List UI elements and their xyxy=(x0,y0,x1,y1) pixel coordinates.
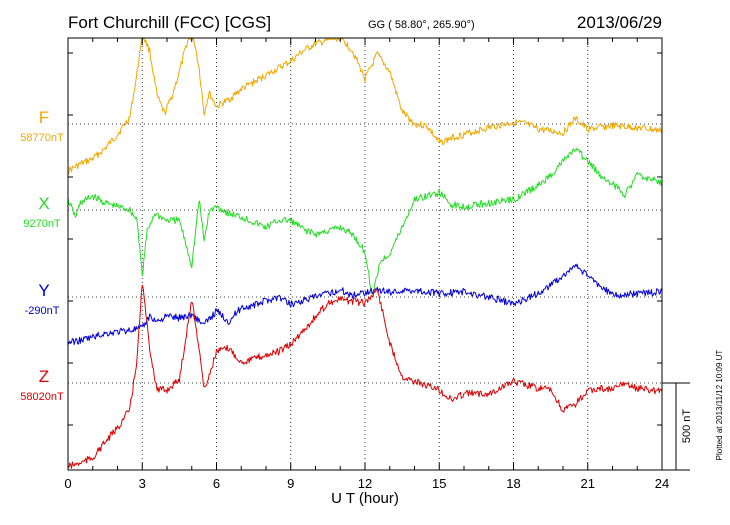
series-labels: F 58770nT X 9270nT Y -290nT Z 58020nT xyxy=(20,108,64,403)
scale-bar-label: 500 nT xyxy=(681,409,693,444)
plot-date: 2013/06/29 xyxy=(577,13,662,32)
geo-coords: GG ( 58.80°, 265.90°) xyxy=(368,19,475,31)
series-line-z xyxy=(67,284,663,469)
series-line-f xyxy=(67,38,663,175)
series-line-y xyxy=(67,263,663,345)
series-name-label: Y xyxy=(38,281,49,300)
x-tick-label: 24 xyxy=(655,476,669,491)
series-name-label: F xyxy=(39,108,49,127)
series-name-label: Z xyxy=(39,367,49,386)
series-baseline-label: 9270nT xyxy=(23,218,61,230)
series-baseline-label: -290nT xyxy=(25,305,60,317)
x-axis-label: U T (hour) xyxy=(331,490,399,507)
x-tick-label: 6 xyxy=(213,476,220,491)
x-tick-label: 21 xyxy=(581,476,595,491)
series-layer xyxy=(67,38,663,469)
series-name-label: X xyxy=(38,194,49,213)
x-tick-label: 18 xyxy=(506,476,520,491)
x-axis-ticks: 0 3 6 9 12 15 18 21 24 xyxy=(64,38,669,491)
station-title: Fort Churchill (FCC) [CGS] xyxy=(68,13,271,32)
plotted-timestamp: Plotted at 2013/11/12 10:09 UT xyxy=(715,350,724,461)
scale-bar: 500 nT xyxy=(662,382,693,471)
x-tick-label: 15 xyxy=(432,476,446,491)
x-tick-label: 0 xyxy=(64,476,71,491)
x-tick-label: 3 xyxy=(139,476,146,491)
x-tick-label: 12 xyxy=(358,476,372,491)
x-tick-label: 9 xyxy=(287,476,294,491)
series-baseline-label: 58770nT xyxy=(20,132,64,144)
series-line-x xyxy=(67,147,663,296)
series-baseline-label: 58020nT xyxy=(20,391,64,403)
